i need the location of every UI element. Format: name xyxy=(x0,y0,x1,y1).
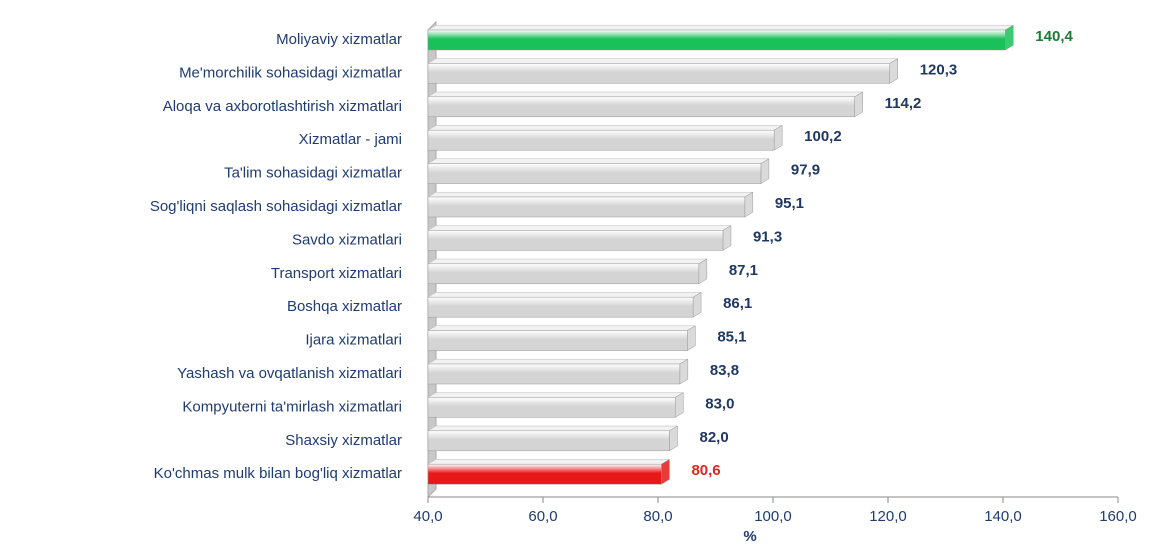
category-label: Aloqa va axborotlashtirish xizmatlari xyxy=(163,98,402,115)
x-tick-label: 40,0 xyxy=(413,508,442,525)
value-label: 140,4 xyxy=(1035,28,1073,45)
value-label: 100,2 xyxy=(804,128,842,145)
bar-top xyxy=(427,125,784,131)
bar xyxy=(427,430,670,452)
x-tick-label: 140,0 xyxy=(984,508,1022,525)
value-label: 80,6 xyxy=(691,462,720,479)
value-label: 97,9 xyxy=(791,162,820,179)
bar-top xyxy=(427,425,679,432)
bar-top xyxy=(427,325,697,331)
category-label: Me'morchilik sohasidagi xizmatlar xyxy=(179,64,402,81)
bar xyxy=(427,463,662,485)
category-label: Xizmatlar - jami xyxy=(299,131,402,148)
value-label: 83,0 xyxy=(705,395,734,412)
category-label: Ijara xizmatlari xyxy=(305,332,402,349)
bar xyxy=(427,63,890,84)
bar-top xyxy=(427,58,899,64)
x-tick-label: 100,0 xyxy=(754,508,792,525)
bar xyxy=(427,96,855,118)
category-label: Kompyuterni ta'mirlash xizmatlari xyxy=(182,398,402,415)
category-label: Moliyaviy xizmatlar xyxy=(276,31,402,48)
value-label: 87,1 xyxy=(729,262,758,279)
bar xyxy=(427,163,762,184)
value-label: 114,2 xyxy=(885,95,922,112)
x-tick-label: 160,0 xyxy=(1099,508,1137,525)
bar-top xyxy=(427,24,1015,31)
category-label: Ta'lim sohasidagi xizmatlar xyxy=(224,165,402,182)
x-axis-label: % xyxy=(743,528,756,544)
bar-top xyxy=(427,91,864,98)
value-label: 86,1 xyxy=(723,295,752,312)
x-tick-label: 80,0 xyxy=(643,508,672,525)
category-label: Yashash va ovqatlanish xizmatlari xyxy=(177,365,402,382)
bar-top xyxy=(427,258,708,265)
bar xyxy=(427,363,681,385)
category-label: Sog'liqni saqlash sohasidagi xizmatlar xyxy=(150,198,402,215)
bar-top xyxy=(427,158,770,164)
bar xyxy=(427,230,724,251)
category-label: Transport xizmatlari xyxy=(271,265,402,282)
bar-top xyxy=(427,392,685,398)
value-label: 83,8 xyxy=(710,362,739,379)
category-label: Savdo xizmatlari xyxy=(292,231,402,248)
bar-top xyxy=(427,191,754,198)
category-label: Shaxsiy xizmatlar xyxy=(285,432,402,449)
bar-top xyxy=(427,459,671,465)
x-tick-label: 120,0 xyxy=(869,508,907,525)
category-label: Ko'chmas mulk bilan bog'liq xizmatlar xyxy=(154,465,402,482)
bar-top xyxy=(427,292,702,298)
value-label: 91,3 xyxy=(753,228,782,245)
bar-top xyxy=(427,225,732,231)
bar xyxy=(427,263,700,285)
category-label: Boshqa xizmatlar xyxy=(287,298,402,315)
value-label: 120,3 xyxy=(920,61,958,78)
value-label: 82,0 xyxy=(700,429,729,446)
value-label: 85,1 xyxy=(717,329,746,346)
bar xyxy=(427,397,676,418)
bar xyxy=(427,196,746,218)
bar xyxy=(427,330,688,351)
x-tick-label: 60,0 xyxy=(528,508,557,525)
bar xyxy=(427,129,775,151)
bar xyxy=(427,296,694,318)
bar-top xyxy=(427,358,689,365)
value-label: 95,1 xyxy=(775,195,804,212)
bar xyxy=(427,29,1006,51)
